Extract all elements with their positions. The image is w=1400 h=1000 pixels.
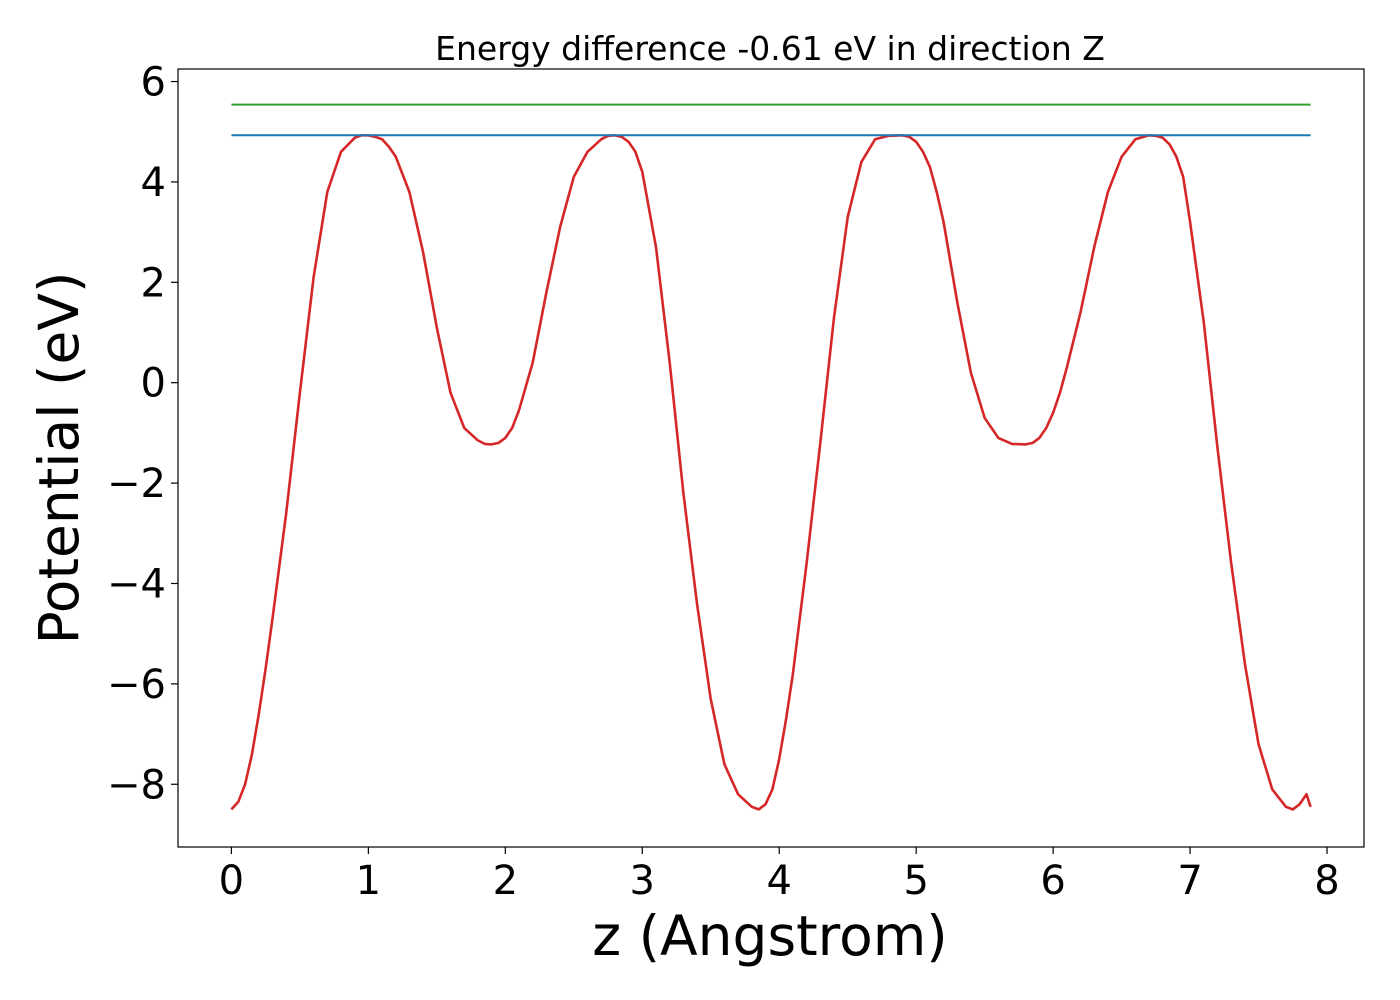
x-tick-label: 7 [1177,858,1202,904]
x-tick-label: 5 [903,858,928,904]
x-tick-label: 1 [356,858,381,904]
y-tick-label: 0 [141,361,166,407]
y-tick-label: 2 [141,260,166,306]
plot-area [177,68,1365,848]
y-tick-label: 6 [141,60,166,106]
x-tick-label: 4 [766,858,791,904]
x-tick-label: 3 [630,858,655,904]
y-tick-label: −8 [107,762,166,808]
x-tick-label: 6 [1040,858,1065,904]
series-line-1 [230,134,1312,811]
x-axis: 0 1 2 3 4 5 6 7 8 [219,847,1340,904]
x-tick-label: 0 [219,858,244,904]
plot-frame [177,68,1365,848]
y-tick-label: −6 [107,662,166,708]
y-tick-label: 4 [141,160,166,206]
y-axis: −8 −6 −4 −2 0 2 4 6 [107,60,178,808]
y-tick-label: −4 [107,561,166,607]
chart-title: Energy difference -0.61 eV in direction … [435,29,1105,68]
x-tick-label: 8 [1314,858,1339,904]
x-tick-label: 2 [493,858,518,904]
series-layer [230,103,1312,811]
x-axis-label: z (Angstrom) [592,904,948,968]
y-axis-label: Potential (eV) [27,272,91,645]
y-tick-label: −2 [107,461,166,507]
